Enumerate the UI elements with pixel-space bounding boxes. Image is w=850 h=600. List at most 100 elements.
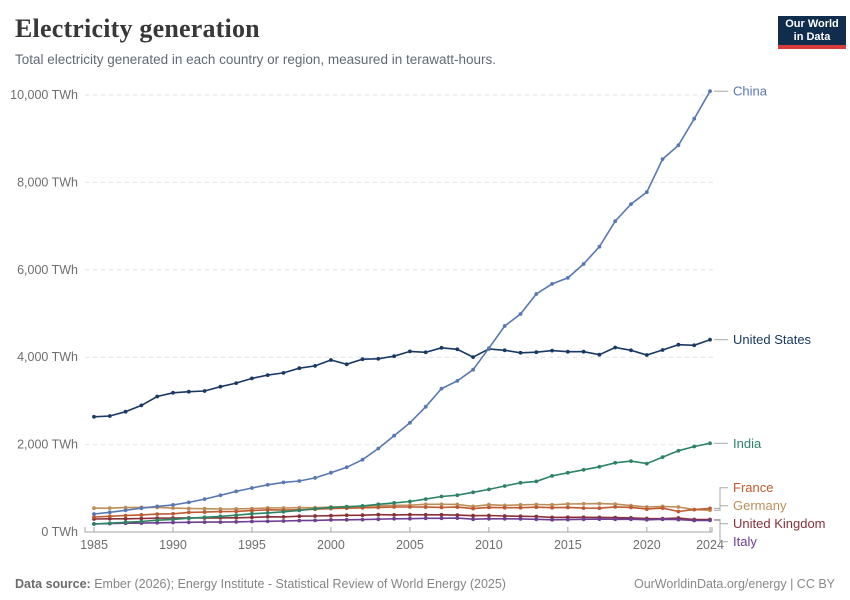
data-point	[565, 349, 570, 354]
data-point	[423, 512, 428, 517]
series-italy[interactable]	[92, 516, 712, 526]
series-label-china[interactable]: China	[733, 84, 768, 99]
data-point	[518, 505, 523, 510]
data-point	[565, 502, 570, 506]
series-france[interactable]	[92, 505, 712, 519]
data-point	[250, 508, 254, 513]
footer-url[interactable]: OurWorldinData.org/energy	[633, 577, 787, 591]
footer-divider: |	[786, 577, 797, 591]
data-point	[471, 367, 475, 372]
data-point	[613, 460, 618, 465]
data-point	[439, 386, 444, 391]
data-point	[423, 516, 428, 521]
label-connector-italy	[714, 519, 728, 543]
y-tick-label-10000: 10,000 TWh	[10, 88, 78, 102]
series-line-china[interactable]	[93, 90, 711, 515]
data-point	[202, 515, 207, 520]
footer-link[interactable]: OurWorldinData.org/energy | CC BY	[634, 577, 835, 591]
data-point	[629, 517, 633, 522]
data-point	[565, 517, 570, 522]
data-point	[581, 501, 586, 506]
data-point	[439, 345, 444, 350]
data-point	[455, 502, 460, 507]
label-connector-germany	[714, 505, 728, 511]
data-point	[171, 511, 175, 516]
data-point	[155, 512, 160, 516]
data-point	[329, 513, 333, 518]
data-point	[676, 505, 681, 509]
data-point	[281, 519, 286, 523]
data-point	[455, 493, 460, 498]
series-label-united-states[interactable]: United States	[733, 332, 812, 347]
data-point	[250, 376, 254, 381]
data-point	[518, 350, 523, 355]
data-point	[660, 517, 665, 522]
series-line-united-states[interactable]	[93, 338, 711, 418]
data-point	[297, 508, 302, 513]
data-point	[186, 389, 191, 394]
data-point	[423, 497, 428, 501]
x-tick-label-1990: 1990	[159, 538, 187, 552]
data-point	[502, 505, 507, 510]
data-point	[218, 514, 223, 519]
series-united-kingdom[interactable]	[92, 512, 712, 522]
series-united-states[interactable]	[92, 337, 712, 419]
series-india[interactable]	[92, 441, 712, 526]
data-point	[534, 350, 539, 355]
series-label-france[interactable]: France	[733, 480, 773, 495]
data-point	[360, 513, 365, 518]
data-point	[297, 479, 302, 483]
data-point	[487, 513, 491, 518]
data-point	[139, 513, 144, 517]
data-point	[629, 505, 633, 510]
data-point	[155, 520, 160, 525]
data-point	[534, 505, 539, 510]
series-line-france[interactable]	[93, 506, 711, 518]
data-point	[597, 517, 602, 521]
series-line-india[interactable]	[93, 442, 711, 525]
chart-subtitle: Total electricity generated in each coun…	[15, 52, 496, 67]
page-title: Electricity generation	[15, 14, 260, 43]
owid-logo[interactable]: Our World in Data	[778, 16, 846, 49]
series-line-germany[interactable]	[93, 502, 711, 512]
data-point	[281, 509, 286, 514]
data-point	[613, 502, 618, 506]
data-point	[376, 446, 381, 451]
data-point	[487, 346, 491, 351]
data-point	[439, 512, 444, 517]
data-point	[107, 514, 112, 519]
data-point	[155, 504, 160, 509]
series-label-germany[interactable]: Germany	[733, 498, 787, 513]
series-label-italy[interactable]: Italy	[733, 534, 757, 549]
y-tick-label-8000: 8,000 TWh	[17, 175, 78, 189]
x-tick-label-2005: 2005	[396, 538, 424, 552]
data-point	[139, 519, 144, 524]
data-point	[360, 504, 365, 508]
data-point	[392, 433, 396, 438]
series-china[interactable]	[92, 89, 712, 516]
series-label-united-kingdom[interactable]: United Kingdom	[733, 516, 826, 531]
data-point	[408, 512, 412, 517]
data-point	[155, 394, 160, 399]
data-point	[313, 364, 317, 368]
y-tick-label-6000: 6,000 TWh	[17, 263, 78, 277]
data-point	[376, 517, 381, 522]
y-tick-label-0: 0 TWh	[41, 525, 78, 539]
x-tick-label-2000: 2000	[317, 538, 345, 552]
data-point	[234, 513, 239, 518]
data-point	[92, 506, 96, 511]
series-line-italy[interactable]	[93, 517, 711, 525]
y-tick-label-4000: 4,000 TWh	[17, 350, 78, 364]
data-point	[360, 517, 365, 522]
data-point	[423, 502, 428, 507]
data-point	[218, 384, 223, 389]
data-point	[408, 505, 412, 509]
data-point	[439, 502, 444, 507]
series-label-india[interactable]: India	[733, 436, 762, 451]
data-point	[123, 516, 128, 521]
data-point	[676, 342, 681, 347]
data-point	[550, 282, 554, 286]
data-point	[534, 502, 539, 507]
data-point	[676, 517, 681, 522]
